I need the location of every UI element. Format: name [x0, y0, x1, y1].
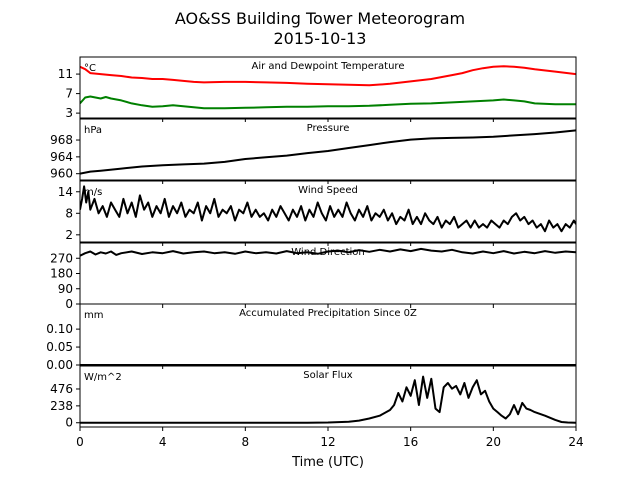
panel-2: 2 8 14 m/s Wind Speed: [58, 180, 577, 246]
x-tick-label: 4: [159, 435, 167, 449]
figure-title-line2: 2015-10-13: [274, 29, 367, 48]
x-tick-label: 24: [568, 435, 583, 449]
series-line-0-0: [80, 65, 576, 87]
panel-unit: m/s: [84, 187, 102, 198]
series-line-1-0: [80, 129, 576, 175]
y-tick-label: 0: [65, 416, 73, 430]
panel-title: Solar Flux: [303, 370, 353, 381]
panel-title: Air and Dewpoint Temperature: [252, 61, 405, 72]
panel-5: 0 238 476 W/m^2 Solar Flux: [50, 365, 577, 431]
y-tick-label: 14: [58, 185, 73, 199]
y-tick-label: 0: [65, 297, 73, 311]
y-tick-label: 0.10: [46, 322, 73, 336]
panel-title: Wind Direction: [291, 247, 365, 258]
panel-4: 0.00 0.05 0.10 mm Accumulated Precipitation …: [46, 303, 577, 372]
panels: 3 7 11 °C Air and Dewpoint Temperature 960 964…: [46, 56, 577, 431]
x-tick-label: 20: [486, 435, 501, 449]
y-tick-label: 8: [65, 206, 73, 220]
y-tick-label: 964: [50, 150, 73, 164]
y-tick-label: 2: [65, 228, 73, 242]
x-tick-label: 16: [403, 435, 418, 449]
figure-title-line1: AO&SS Building Tower Meteorogram: [175, 9, 465, 28]
x-axis: 0 4 8 12 16 20 24: [76, 435, 583, 449]
series-line-0-1: [80, 95, 576, 110]
panel-title: Accumulated Precipitation Since 0Z: [239, 308, 417, 319]
y-tick-label: 11: [58, 67, 73, 81]
y-tick-label: 270: [50, 251, 73, 265]
series-line-2-0: [80, 185, 576, 233]
y-tick-label: 0.00: [46, 358, 73, 372]
panel-unit: W/m^2: [84, 372, 122, 383]
x-tick-label: 8: [242, 435, 250, 449]
panel-unit: hPa: [84, 125, 102, 136]
x-tick-label: 12: [320, 435, 335, 449]
y-tick-label: 238: [50, 399, 73, 413]
y-tick-label: 968: [50, 133, 73, 147]
series-line-3-0: [80, 247, 576, 257]
x-axis-label: Time (UTC): [291, 455, 364, 470]
panel-unit: mm: [84, 310, 103, 321]
y-tick-label: 960: [50, 167, 73, 181]
panel-title: Pressure: [307, 123, 350, 134]
y-tick-label: 3: [65, 106, 73, 120]
panel-unit: °C: [84, 63, 96, 74]
y-tick-label: 90: [58, 282, 73, 296]
y-tick-label: 476: [50, 382, 73, 396]
panel-1: 960 964 968 hPa Pressure: [50, 118, 577, 184]
panel-0: 3 7 11 °C Air and Dewpoint Temperature: [58, 56, 577, 122]
y-tick-label: 180: [50, 267, 73, 281]
y-tick-label: 7: [65, 87, 73, 101]
x-tick-label: 0: [76, 435, 84, 449]
y-tick-label: 0.05: [46, 340, 73, 354]
panel-title: Wind Speed: [298, 185, 358, 196]
series-line-5-0: [80, 375, 576, 424]
